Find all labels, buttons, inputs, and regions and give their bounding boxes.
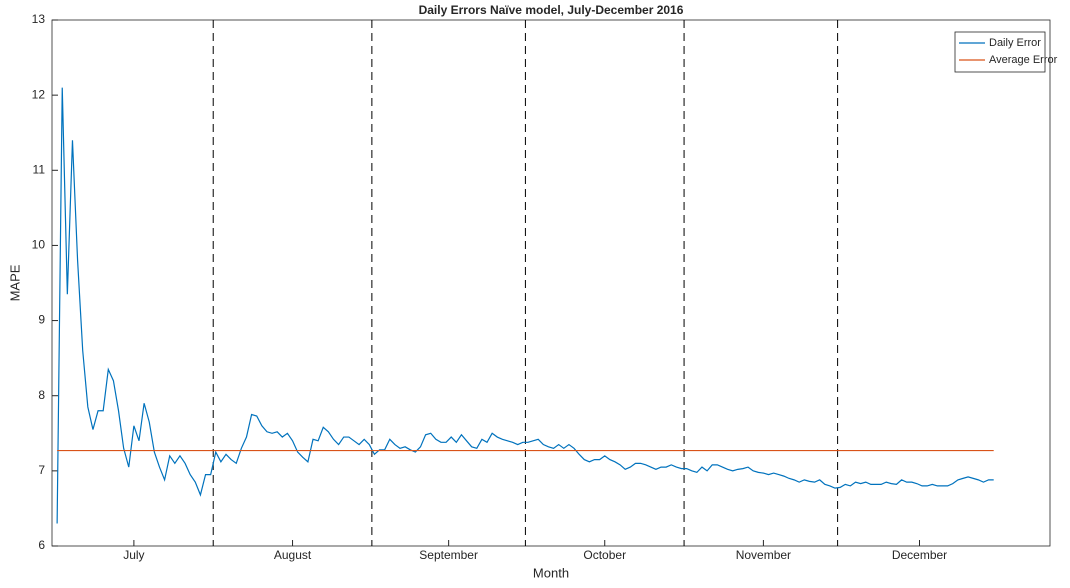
y-tick-label: 12: [32, 87, 46, 101]
y-tick-label: 6: [38, 538, 45, 552]
x-tick-label: December: [892, 548, 947, 562]
x-axis-label: Month: [533, 565, 569, 580]
y-tick-label: 13: [32, 12, 46, 26]
y-tick-label: 9: [38, 313, 45, 327]
x-tick-label: July: [123, 548, 144, 562]
daily-error-line: [56, 87, 994, 524]
x-tick-label: August: [274, 548, 312, 562]
y-axis-label: MAPE: [7, 264, 22, 301]
y-tick-label: 10: [32, 238, 46, 252]
chart-title: Daily Errors Naïve model, July-December …: [419, 3, 684, 17]
plot-area: [51, 19, 1051, 547]
y-tick-label: 7: [38, 463, 45, 477]
legend: [954, 31, 1046, 73]
y-tick-label: 8: [38, 388, 45, 402]
x-tick-label: September: [419, 548, 478, 562]
legend-label: Average Error: [989, 54, 1058, 66]
legend-label: Daily Error: [989, 37, 1041, 49]
y-tick-label: 11: [33, 162, 46, 176]
x-tick-label: October: [583, 548, 626, 562]
x-tick-label: November: [736, 548, 791, 562]
